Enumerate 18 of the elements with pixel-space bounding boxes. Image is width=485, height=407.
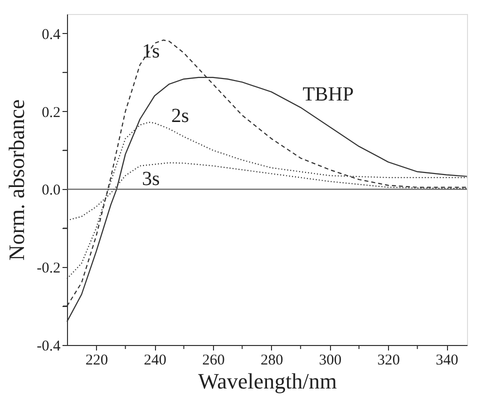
series-label: 1s <box>142 40 160 63</box>
y-tick-label: 0.4 <box>42 26 61 43</box>
series-label: 2s <box>171 104 190 127</box>
x-tick-label: 320 <box>377 352 400 368</box>
series-label: 3s <box>142 168 160 190</box>
y-axis-title: Norm. absorbance <box>4 99 29 261</box>
x-tick-label: 280 <box>260 352 284 368</box>
y-tick-label: 0.2 <box>42 104 60 121</box>
y-tick-label: -0.2 <box>36 260 60 277</box>
y-tick-label: 0.0 <box>42 182 60 199</box>
series-label: TBHP <box>302 83 354 106</box>
x-tick-label: 340 <box>436 352 458 368</box>
x-tick-label: 240 <box>144 352 166 368</box>
x-tick-label: 220 <box>85 352 108 368</box>
y-tick-label: -0.4 <box>36 338 61 354</box>
x-tick-label: 300 <box>319 352 342 368</box>
x-axis-title: Wavelength/nm <box>198 368 337 394</box>
x-tick-label: 260 <box>202 352 225 368</box>
